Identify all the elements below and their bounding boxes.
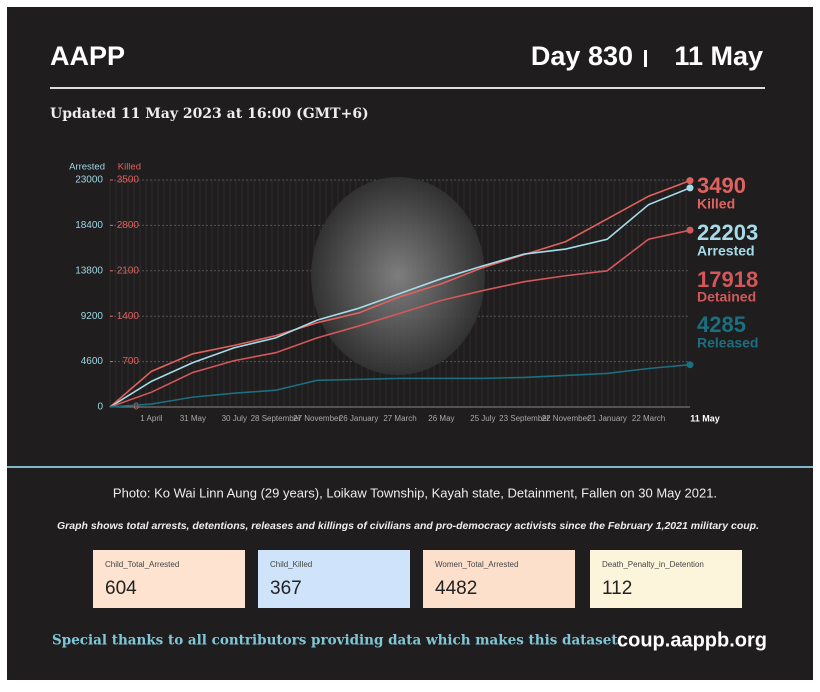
series-line [109,179,691,408]
end-value: 3490 [697,173,746,198]
series-line [109,229,691,408]
end-point [686,361,694,369]
x-tick-label: 22 March [632,414,665,423]
legend-label: Arrested [697,243,755,259]
legend-label: Released [697,335,758,351]
y-tick-label: 0 [97,402,103,413]
x-tick-label: 27 March [383,414,416,423]
stat-label: Women_Total_Arrested [435,560,518,569]
stat-card [258,550,410,608]
stat-label: Child_Total_Arrested [105,560,179,569]
title: AAPP [50,41,125,71]
stat-card [590,550,742,608]
stat-label: Death_Penalty_in_Detention [602,560,704,569]
x-tick-label: 31 May [180,414,206,423]
note: Graph shows total arrests, detentions, r… [57,520,759,532]
y2-axis-label: Killed [118,162,141,173]
photo [311,177,485,375]
end-point [686,177,694,185]
separator [644,50,647,67]
series-line [109,187,691,408]
chart: Arrested Killed04600920013800184002300007… [69,162,758,424]
y2-tick-label: 1400 [117,311,140,322]
end-point [686,184,694,192]
caption: Photo: Ko Wai Linn Aung (29 years), Loik… [113,485,717,500]
y2-tick-label: 3500 [117,175,140,186]
y2-tick-label: 700 [122,356,139,367]
stat-value: 604 [105,578,137,599]
stat-card [93,550,245,608]
url[interactable]: coup.aappb.org [617,629,767,651]
y2-tick-label: 2800 [117,220,140,231]
y-axis-label: Arrested [69,162,105,173]
y2-tick-label: 2100 [117,265,140,276]
x-tick-label: 30 July [222,414,247,423]
x-tick-label: 28 September [251,414,302,423]
y-tick-label: 4600 [81,356,104,367]
thanks: Special thanks to all contributors provi… [52,633,622,649]
legend-label: Detained [697,289,756,305]
updated: Updated 11 May 2023 at 16:00 (GMT+6) [50,106,369,122]
legend-label: Killed [697,196,735,212]
stat-card [423,550,575,608]
end-value: 22203 [697,220,758,245]
x-tick-label: 23 September [499,414,550,423]
x-tick-label: 21 January [587,414,627,423]
end-value: 17918 [697,267,758,292]
stat-label: Child_Killed [270,560,312,569]
stat-value: 367 [270,578,302,599]
y-tick-label: 9200 [81,311,104,322]
date: 11 May [674,41,763,71]
end-value: 4285 [697,312,746,337]
y-tick-label: 13800 [75,265,103,276]
y-tick-label: 18400 [75,220,103,231]
stat-value: 112 [602,578,632,599]
series-line [109,363,691,408]
y-tick-label: 23000 [75,175,103,186]
x-tick-label: 1 April [140,414,162,423]
stats: Child_Total_Arrested 604 Child_Killed 367 Wo… [93,550,742,608]
stat-value: 4482 [435,578,477,599]
x-tick-label: 27 November [293,414,341,423]
x-tick-label: 22 November [542,414,590,423]
x-tick-label: 26 May [428,414,454,423]
day: Day 830 [531,41,633,71]
x-tick-label: 11 May [690,413,720,423]
x-tick-label: 26 January [339,414,379,423]
x-tick-label: 25 July [470,414,495,423]
end-point [686,226,694,234]
